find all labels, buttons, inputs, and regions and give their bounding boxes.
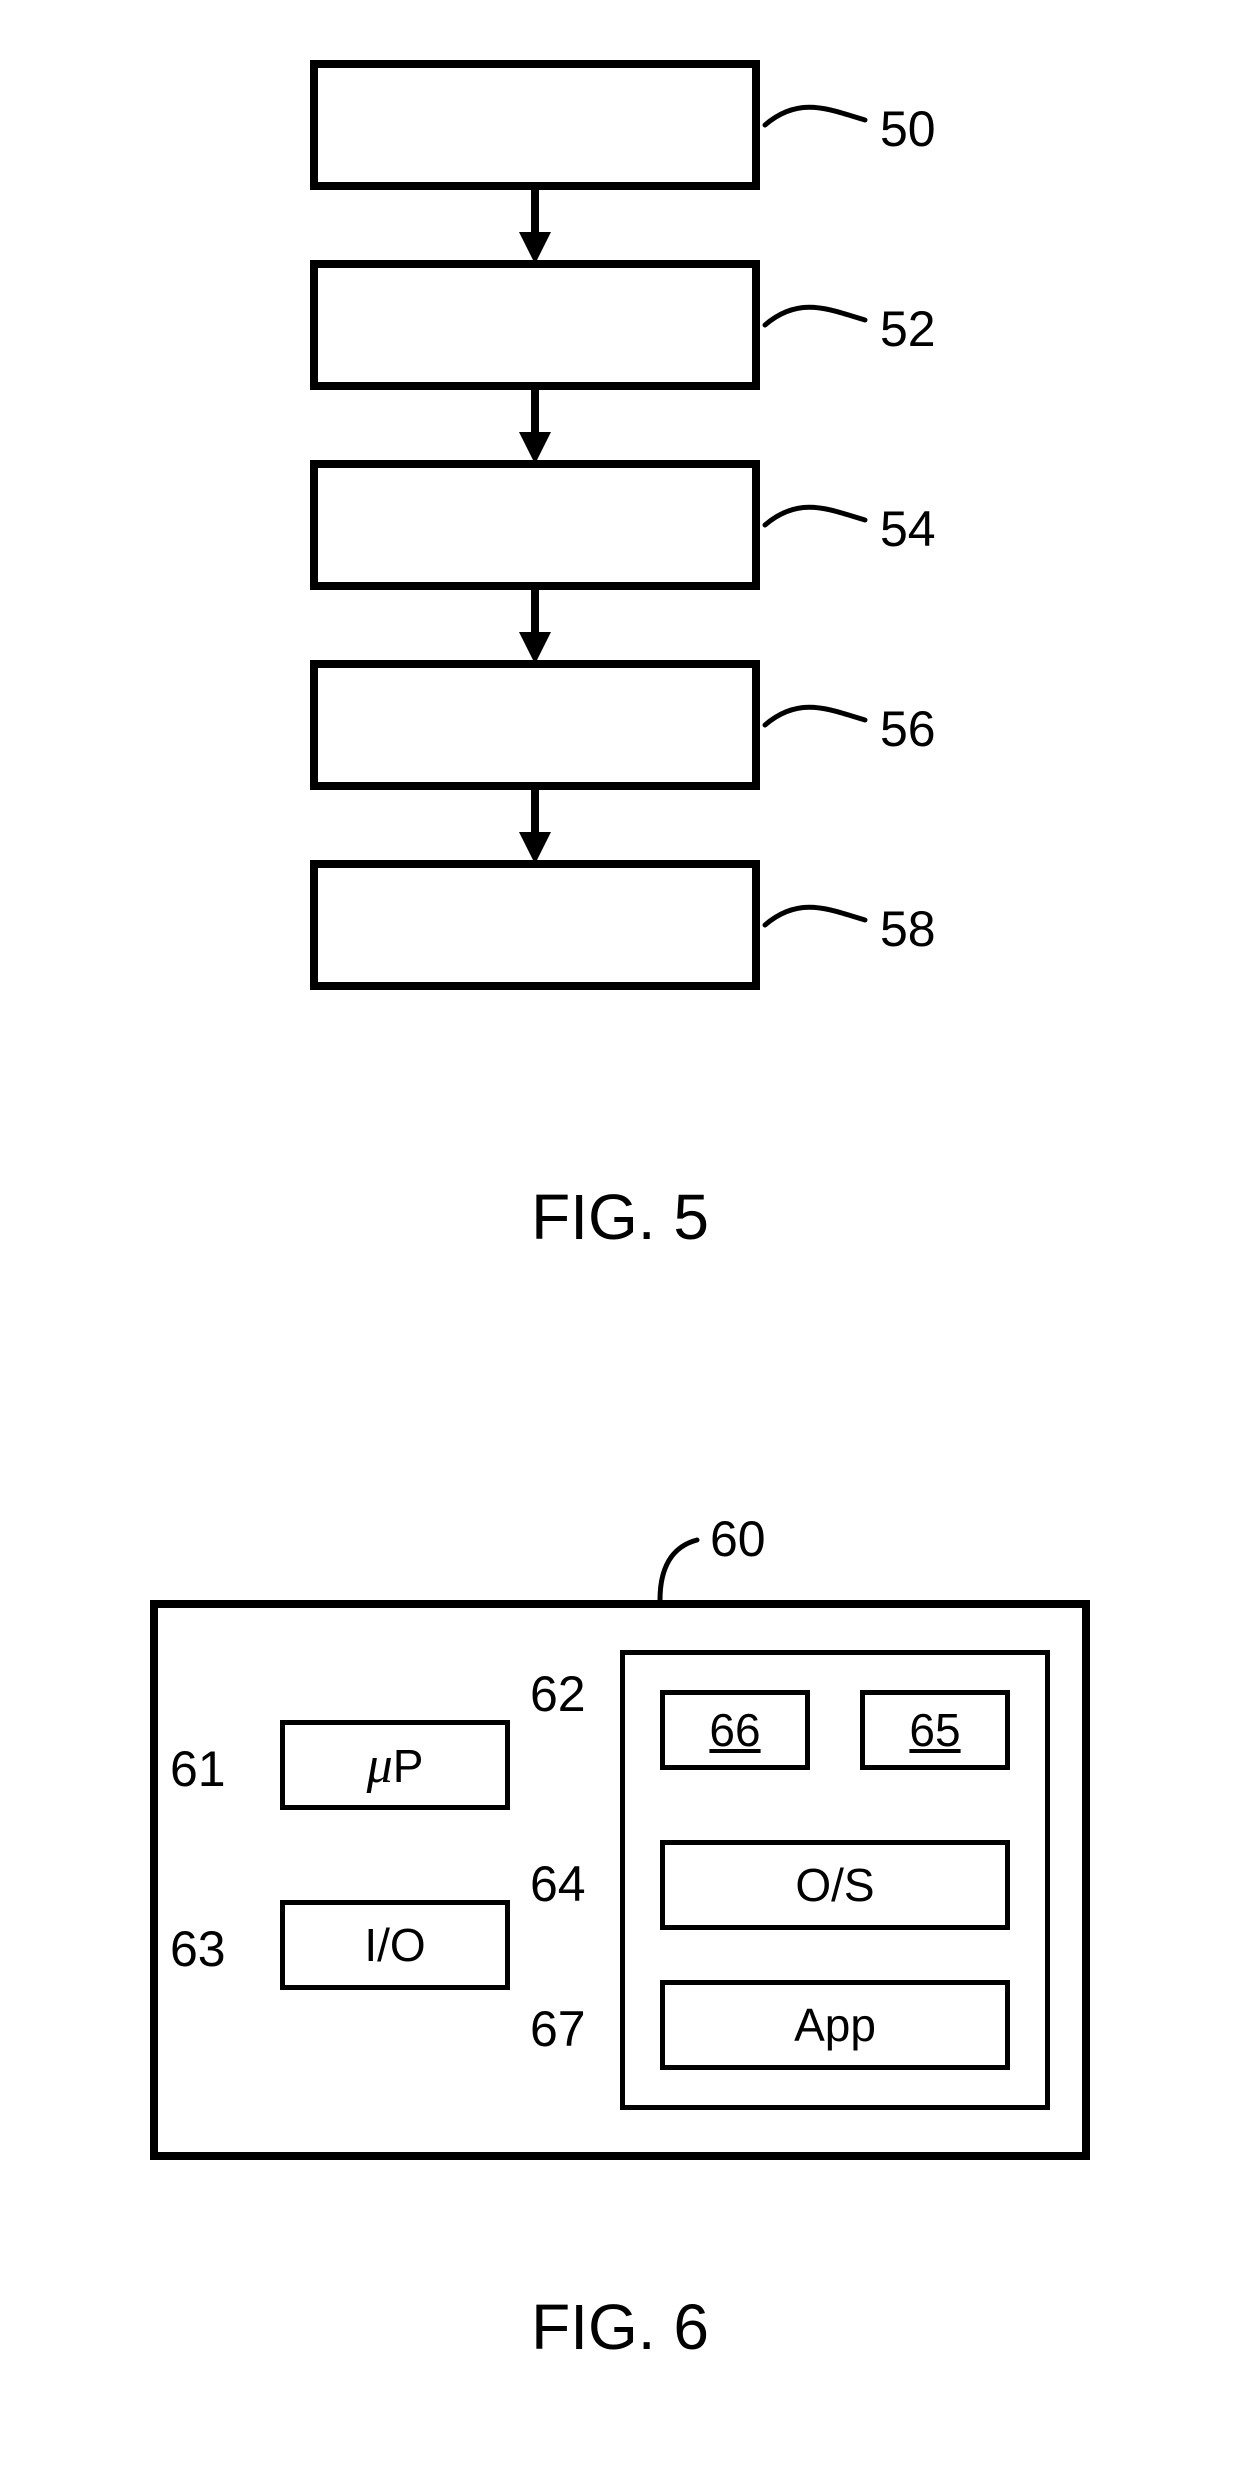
fig5-caption: FIG. 5 xyxy=(420,1180,820,1254)
leader-50 xyxy=(765,107,865,125)
app-block-67: App xyxy=(660,1980,1010,2070)
label-64: 64 xyxy=(530,1855,586,1913)
label-56: 56 xyxy=(880,700,936,758)
flow-box-54 xyxy=(310,460,760,590)
flow-box-56 xyxy=(310,660,760,790)
leader-60 xyxy=(660,1540,697,1600)
label-58: 58 xyxy=(880,900,936,958)
label-54: 54 xyxy=(880,500,936,558)
leader-54 xyxy=(765,507,865,525)
label-61: 61 xyxy=(170,1740,226,1798)
label-67: 67 xyxy=(530,2000,586,2058)
fig6-caption: FIG. 6 xyxy=(420,2290,820,2364)
label-63: 63 xyxy=(170,1920,226,1978)
leader-56 xyxy=(765,707,865,725)
label-50: 50 xyxy=(880,100,936,158)
flow-box-58 xyxy=(310,860,760,990)
io-block-63-text: I/O xyxy=(364,1918,425,1972)
os-block-64-text: O/S xyxy=(795,1858,874,1912)
flow-box-50 xyxy=(310,60,760,190)
leader-58 xyxy=(765,907,865,925)
processor-block-61-text: μP xyxy=(367,1736,424,1795)
mem-block-65-text: 65 xyxy=(909,1703,960,1757)
label-52: 52 xyxy=(880,300,936,358)
mem-block-66-text: 66 xyxy=(709,1703,760,1757)
io-block-63: I/O xyxy=(280,1900,510,1990)
os-block-64: O/S xyxy=(660,1840,1010,1930)
label-62: 62 xyxy=(530,1665,586,1723)
mem-block-65: 65 xyxy=(860,1690,1010,1770)
processor-block-61: μP xyxy=(280,1720,510,1810)
leader-52 xyxy=(765,307,865,325)
app-block-67-text: App xyxy=(794,1998,876,2052)
label-60: 60 xyxy=(710,1510,766,1568)
mem-block-66: 66 xyxy=(660,1690,810,1770)
flow-box-52 xyxy=(310,260,760,390)
